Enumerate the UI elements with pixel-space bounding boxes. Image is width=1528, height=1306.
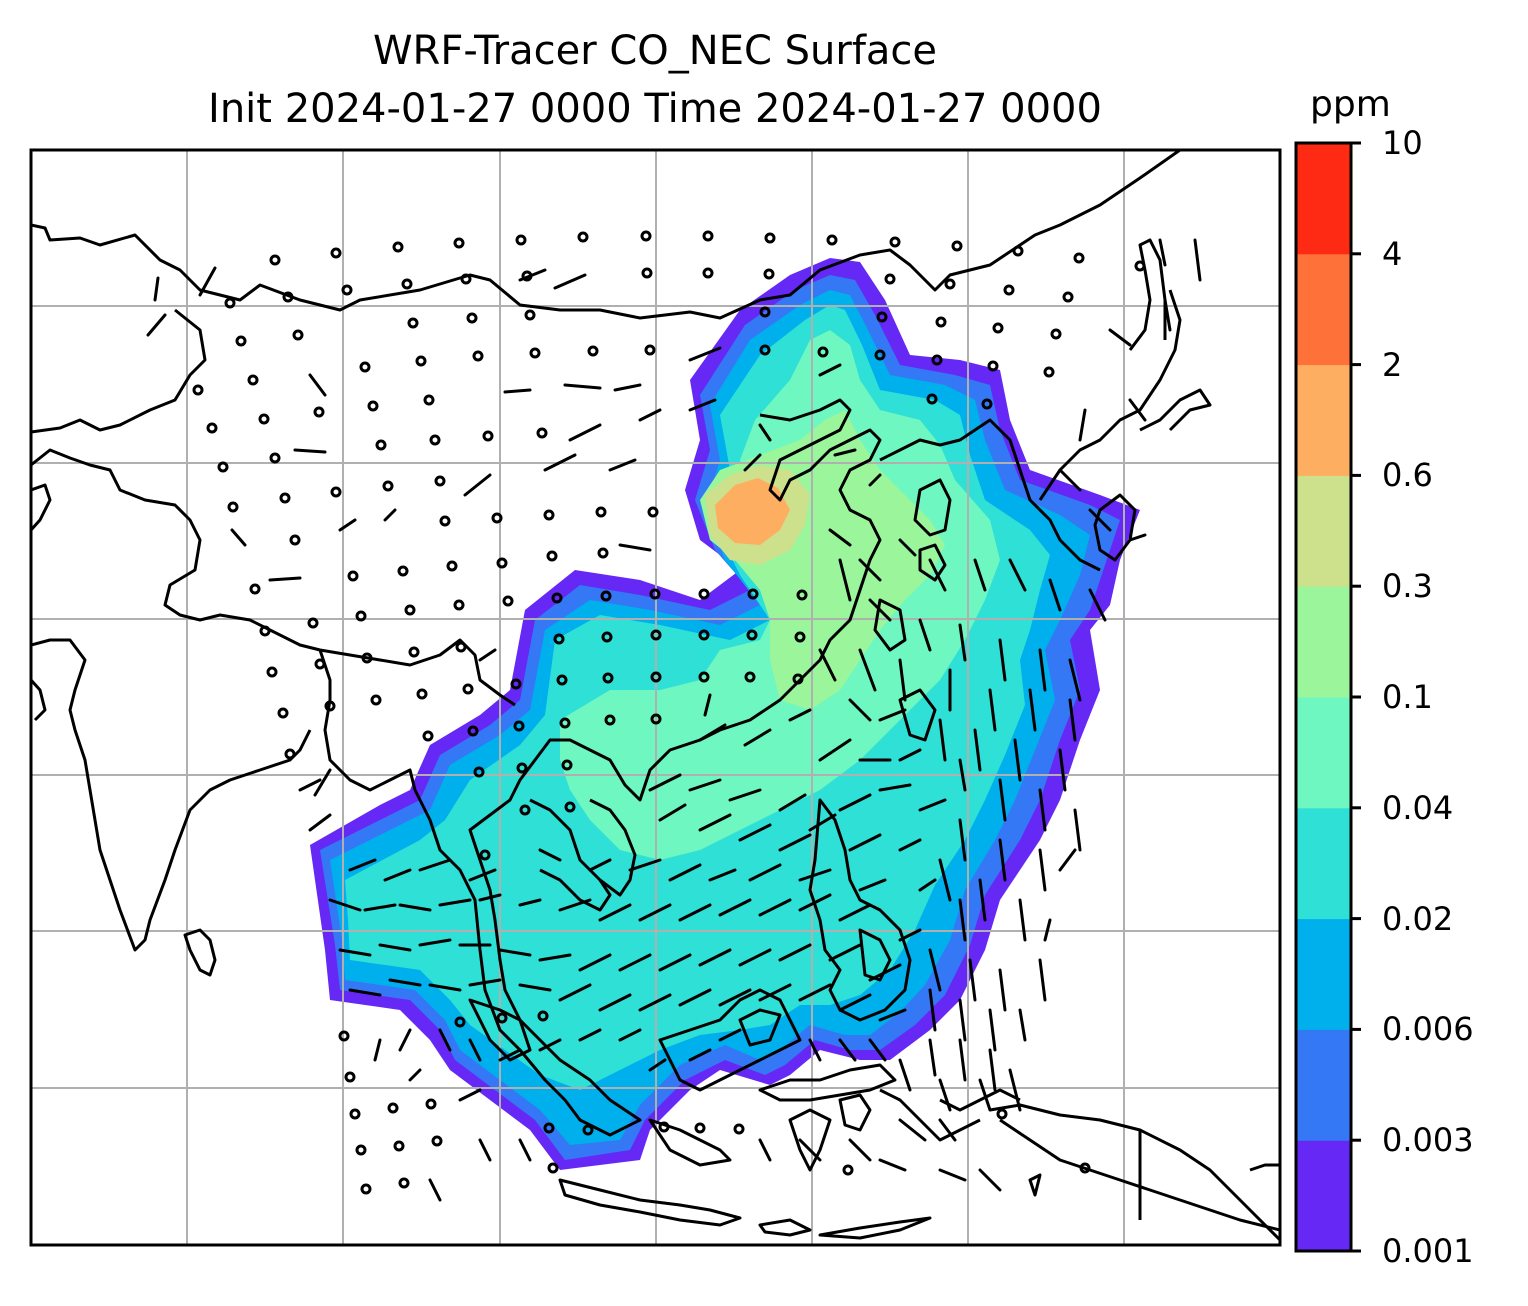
colorbar-band [1296,475,1351,587]
colorbar-band [1296,807,1351,920]
colorbar-tick-label: 0.3 [1382,567,1433,606]
colorbar-tick-label: 2 [1382,345,1403,384]
colorbar-band [1296,253,1351,366]
coastlines [31,150,1280,1242]
wind-barbs [146,230,1202,1202]
colorbar-band [1296,1140,1351,1252]
colorbar-tick-label: 0.003 [1382,1121,1474,1160]
concentration-field [310,258,1140,1170]
colorbar-band [1296,364,1351,476]
map-title-line1: WRF-Tracer CO_NEC Surface [372,28,938,74]
colorbar-band [1296,143,1351,255]
colorbar-band [1296,918,1351,1030]
colorbar-band [1296,697,1351,809]
colorbar-tick-label: 0.02 [1382,899,1454,938]
map-frame [29,148,1282,1247]
field-band-06 [715,478,790,545]
colorbar-unit: ppm [1310,84,1391,125]
colorbar-tick-label: 0.1 [1382,678,1433,716]
map-panel [31,150,1280,1245]
colorbar-tick-label: 0.6 [1382,456,1433,495]
colorbar-tick-label: 10 [1382,124,1423,162]
colorbar-band [1296,1029,1351,1141]
map-title-line2: Init 2024-01-27 0000 Time 2024-01-27 000… [208,86,1102,132]
colorbar [1294,141,1361,1253]
colorbar-tick-label: 4 [1382,234,1403,273]
colorbar-tick-label: 0.04 [1382,788,1454,827]
colorbar-tick-label: 0.001 [1382,1232,1474,1270]
colorbar-tick-label: 0.006 [1382,1010,1474,1049]
colorbar-band [1296,586,1351,698]
